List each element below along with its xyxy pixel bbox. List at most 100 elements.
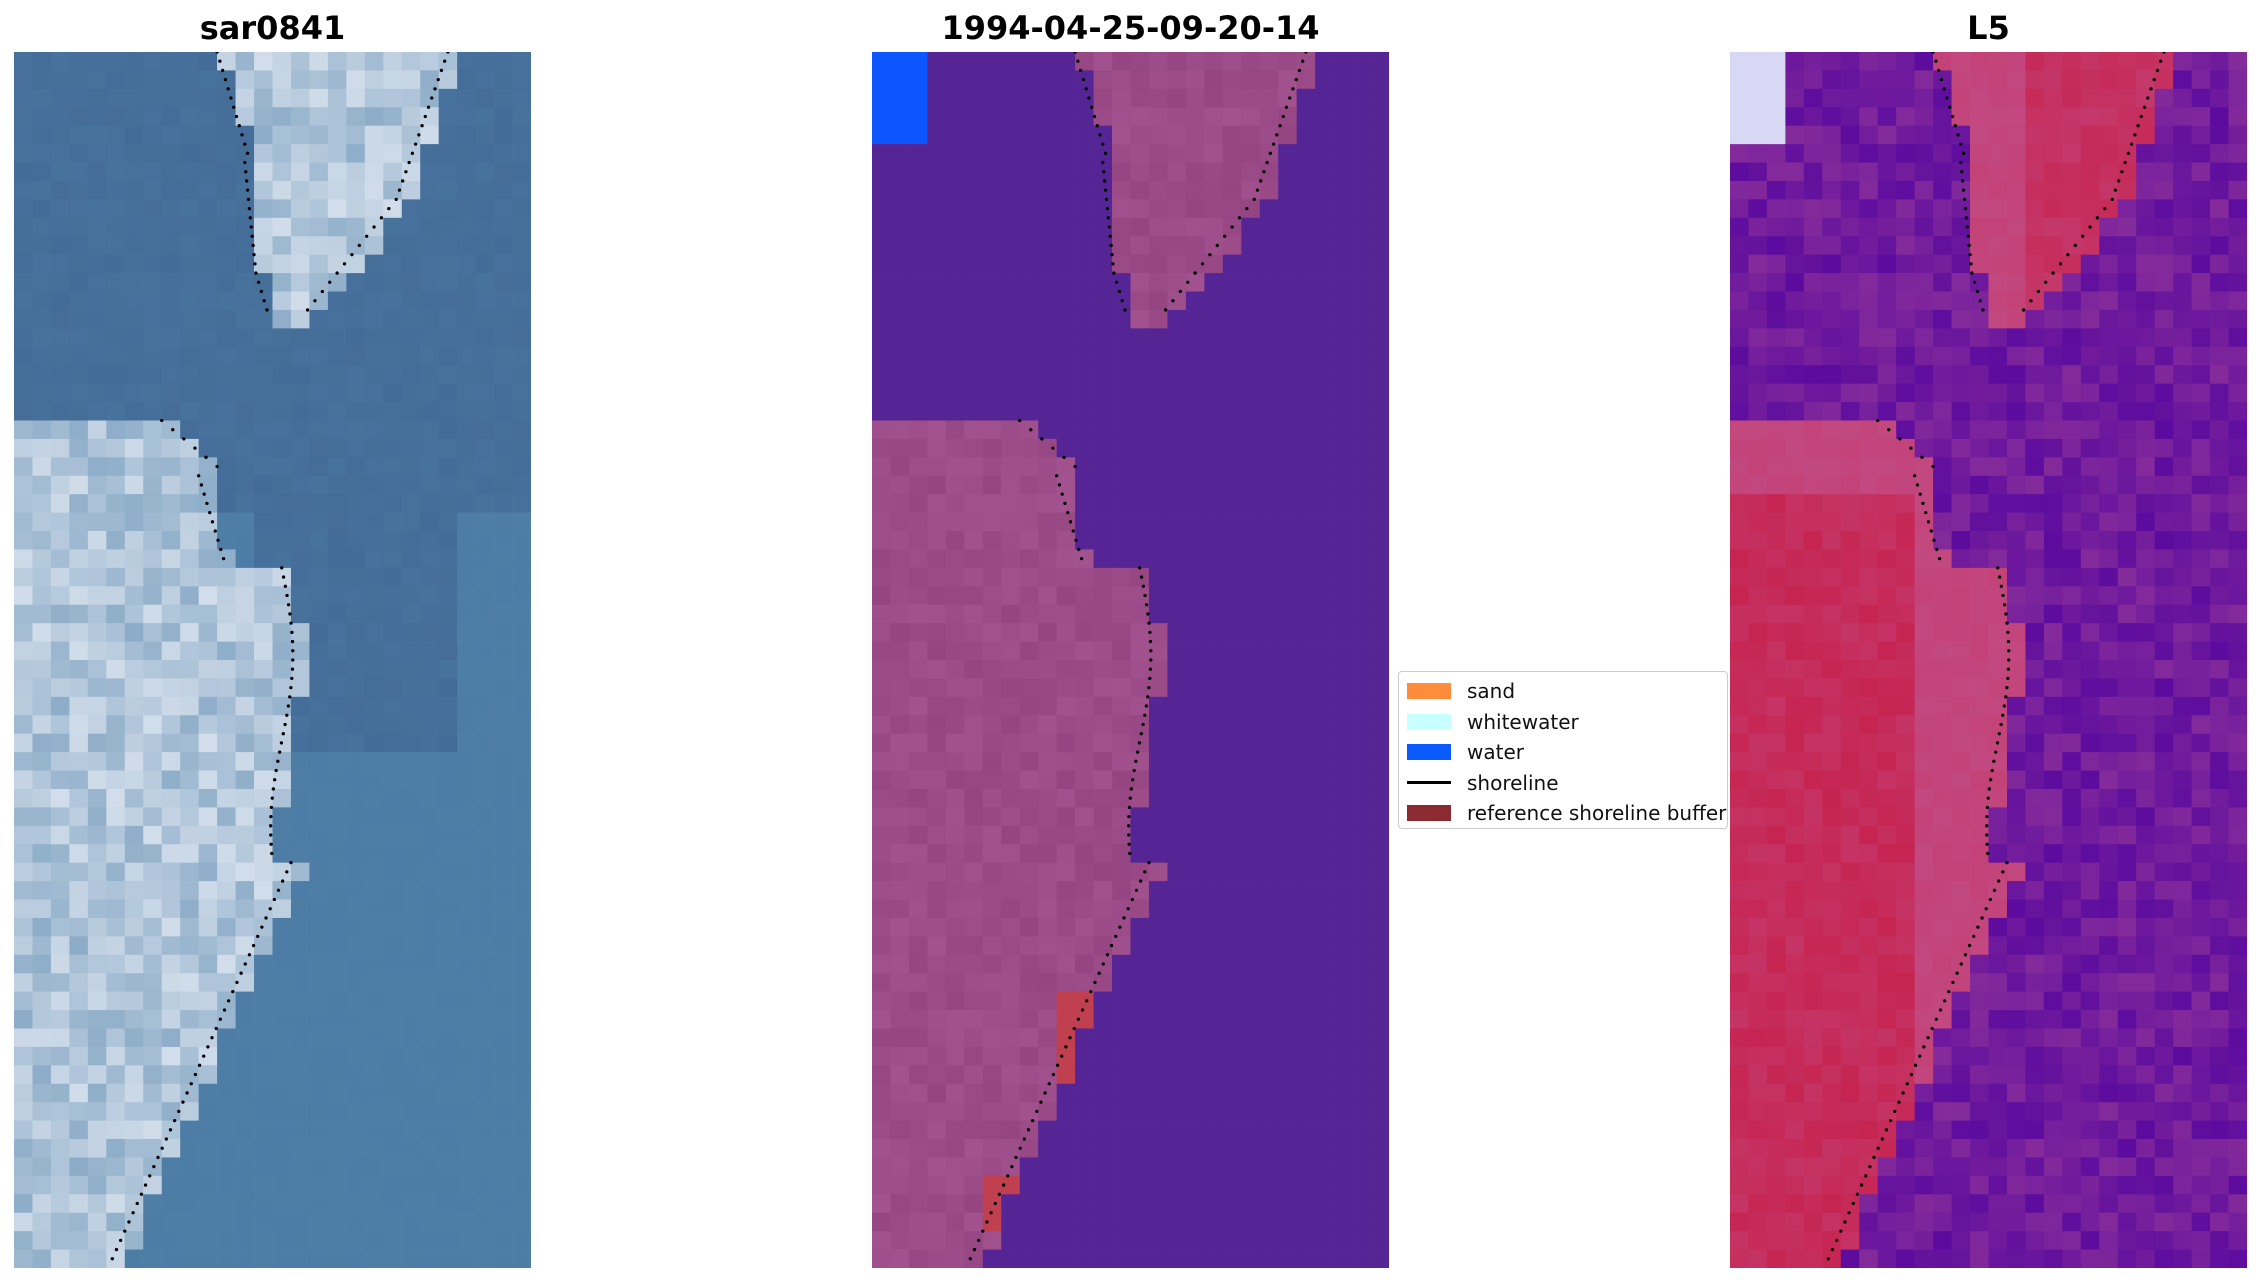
pixel [2080,531,2100,550]
pixel [1241,715,1261,735]
pixel [1748,346,1768,366]
pixel [2099,254,2119,274]
pixel [143,770,163,790]
pixel [1222,770,1242,790]
pixel [964,494,984,513]
pixel [309,1249,329,1268]
pixel [494,328,513,348]
pixel [1822,236,1842,256]
pixel [87,365,107,385]
pixel [512,236,531,256]
pixel [420,788,440,808]
pixel [383,70,403,90]
pixel [1112,936,1131,956]
pixel [1056,567,1076,587]
pixel [124,291,144,311]
pixel [1038,1120,1058,1140]
pixel [2173,402,2192,421]
pixel [1185,1212,1205,1232]
pixel [1278,1065,1298,1085]
pixel [32,125,52,145]
pixel [1056,899,1076,919]
pixel [908,1139,928,1158]
pixel [272,917,292,937]
pixel [235,1194,255,1214]
pixel [290,1175,310,1195]
pixel [982,715,1002,735]
pixel [1296,917,1316,937]
pixel [1951,494,1971,513]
pixel [964,420,984,440]
pixel [1130,180,1150,200]
pixel [964,1194,984,1214]
pixel [180,862,200,882]
pixel [927,512,947,532]
pixel [1019,494,1039,513]
shoreline-point [139,1192,144,1196]
pixel [106,273,126,292]
pixel [1130,1028,1150,1048]
shoreline-point [210,520,215,524]
pixel [1785,512,1805,532]
pixel [1093,1175,1113,1195]
pixel [1093,991,1113,1011]
pixel [1748,623,1768,642]
pixel [1167,383,1187,403]
pixel [364,88,384,108]
pixel [383,604,403,624]
pixel [1859,586,1879,606]
pixel [512,1231,531,1250]
pixel [1093,402,1113,421]
pixel [475,733,495,753]
pixel [1296,291,1316,311]
pixel [2062,70,2082,90]
pixel [1130,917,1150,937]
pixel [1019,383,1039,403]
pixel [1933,567,1952,587]
pixel [161,531,181,550]
pixel [1222,1065,1242,1085]
pixel [1204,512,1224,532]
pixel [1056,70,1076,90]
pixel [217,125,236,145]
pixel [1896,199,1916,219]
pixel [364,825,384,845]
pixel [272,715,292,735]
pixel [364,309,384,329]
pixel [69,420,89,440]
pixel [2080,144,2100,163]
pixel [50,1083,70,1103]
pixel [14,1249,33,1268]
pixel [1785,217,1805,237]
pixel [143,973,163,993]
pixel [254,162,273,182]
pixel [87,825,107,845]
pixel [32,457,52,477]
pixel [1315,973,1334,993]
pixel [1222,881,1242,900]
pixel [254,788,273,808]
pixel [1785,236,1805,256]
pixel [124,217,144,237]
pixel [1988,586,2008,606]
pixel [1148,1120,1168,1140]
pixel [1185,494,1205,513]
pixel [1840,328,1860,348]
shoreline-point [1073,52,1077,54]
pixel [1278,1249,1298,1268]
pixel [1859,678,1879,698]
pixel [1204,733,1224,753]
pixel [69,936,89,956]
pixel [1296,1194,1316,1214]
shoreline-point [1030,1118,1035,1123]
pixel [254,236,273,256]
pixel [124,954,144,974]
shoreline-point [1068,1036,1072,1040]
pixel [161,512,181,532]
pixel [32,291,52,311]
pixel [32,1212,52,1232]
pixel [290,457,310,477]
pixel [14,567,33,587]
pixel [50,162,70,182]
pixel [1093,217,1113,237]
